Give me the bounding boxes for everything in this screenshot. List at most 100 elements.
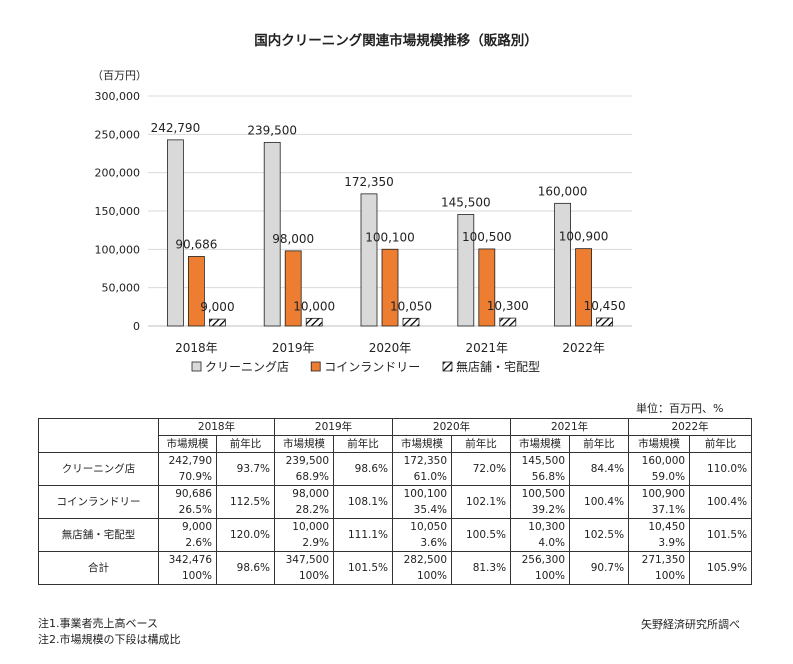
market-size-cell: 271,350 [628, 551, 691, 568]
bar [457, 214, 475, 327]
bar [208, 318, 226, 327]
market-size-cell: 282,500 [392, 551, 453, 568]
yoy-cell: 72.0% [451, 452, 512, 486]
yoy-cell: 102.1% [451, 485, 512, 519]
share-cell: 100% [628, 568, 691, 585]
row-label: クリーニング店 [38, 452, 159, 486]
market-size-cell: 172,350 [392, 452, 453, 469]
row-label: コインランドリー [38, 485, 159, 519]
bar [284, 250, 302, 327]
yoy-header: 前年比 [569, 435, 630, 453]
year-header: 2018年 [157, 418, 276, 436]
bar [478, 248, 496, 327]
yoy-cell: 102.5% [569, 518, 630, 552]
yoy-cell: 90.7% [569, 551, 630, 585]
x-tick-label: 2022年 [562, 341, 605, 355]
bar [305, 317, 323, 327]
size-header: 市場規模 [392, 435, 453, 453]
yoy-cell: 108.1% [333, 485, 394, 519]
size-header: 市場規模 [628, 435, 691, 453]
data-label: 100,500 [462, 230, 512, 244]
footnote-1: 注1.事業者売上高ベース [38, 617, 158, 630]
yoy-cell: 105.9% [689, 551, 753, 585]
bar [499, 317, 517, 327]
yoy-cell: 100.4% [569, 485, 630, 519]
footnotes: 注1.事業者売上高ベース 注2.市場規模の下段は構成比 [38, 616, 181, 648]
table-header-metrics: 市場規模 前年比 市場規模 前年比 市場規模 前年比 市場規模 前年比 市場規模 前年比 [39, 435, 753, 453]
footnote-2: 注2.市場規模の下段は構成比 [38, 633, 181, 646]
market-size-cell: 90,686 [158, 485, 217, 502]
table-row-share: 100% 100% 100% 100% 100% [39, 568, 752, 585]
share-cell: 70.9% [158, 469, 217, 486]
data-label: 10,000 [293, 299, 335, 313]
bar [402, 317, 420, 327]
x-tick-label: 2018年 [175, 341, 218, 355]
market-size-cell: 160,000 [628, 452, 691, 469]
yoy-cell: 101.5% [333, 551, 394, 585]
yoy-cell: 111.1% [333, 518, 394, 552]
x-tick-label: 2021年 [466, 341, 509, 355]
data-label: 98,000 [272, 232, 314, 246]
y-tick-label: 0 [133, 320, 140, 333]
y-tick-label: 50,000 [102, 282, 141, 295]
data-label: 10,300 [487, 299, 529, 313]
yoy-cell: 81.3% [451, 551, 512, 585]
market-size-cell: 100,500 [510, 485, 571, 502]
table-row-share: 2.6% 2.9% 3.6% 4.0% 3.9% [39, 535, 752, 552]
yoy-header: 前年比 [451, 435, 512, 453]
row-label: 合計 [38, 551, 159, 585]
legend-swatch [442, 361, 453, 372]
yoy-cell: 112.5% [215, 485, 276, 519]
yoy-cell: 98.6% [215, 551, 276, 585]
y-tick-label: 150,000 [95, 205, 141, 218]
data-label: 242,790 [151, 121, 201, 135]
share-cell: 3.6% [392, 535, 453, 552]
bar [381, 248, 399, 327]
share-cell: 4.0% [510, 535, 571, 552]
bar [263, 141, 281, 327]
year-header: 2022年 [628, 418, 753, 436]
market-size-cell: 98,000 [274, 485, 335, 502]
data-label: 100,100 [365, 230, 415, 244]
x-tick-label: 2019年 [272, 341, 315, 355]
market-size-cell: 10,300 [510, 518, 571, 535]
data-label: 90,686 [175, 237, 217, 251]
table-row: コインランドリー 90,686 112.5% 98,000 108.1% 100,100 1… [38, 485, 753, 519]
market-size-cell: 347,500 [274, 551, 335, 568]
bar [360, 193, 378, 327]
yoy-header: 前年比 [689, 435, 753, 453]
market-size-cell: 100,100 [392, 485, 453, 502]
share-cell: 100% [510, 568, 571, 585]
share-cell: 59.0% [628, 469, 691, 486]
table-row: 無店舗・宅配型 9,000 120.0% 10,000 111.1% 10,050 100.… [38, 518, 753, 552]
y-tick-label: 100,000 [95, 243, 141, 256]
market-size-cell: 256,300 [510, 551, 571, 568]
legend-label: コインランドリー [324, 360, 420, 374]
yoy-header: 前年比 [333, 435, 394, 453]
row-label: 無店舗・宅配型 [38, 518, 159, 552]
market-size-cell: 242,790 [158, 452, 217, 469]
legend-swatch [191, 361, 202, 372]
data-label: 172,350 [344, 175, 394, 189]
share-cell: 28.2% [274, 502, 335, 519]
share-cell: 100% [392, 568, 453, 585]
table-unit-note: 単位：百万円、% [636, 402, 724, 415]
yoy-header: 前年比 [215, 435, 276, 453]
bar [575, 248, 592, 327]
year-header: 2019年 [274, 418, 394, 436]
bar [554, 202, 571, 327]
market-size-bar-chart: 国内クリーニング関連市場規模推移（販路別） （百万円） 0 50,000 100,0… [92, 32, 632, 374]
table-header-years: 2018年 2019年 2020年 2021年 2022年 [38, 418, 753, 453]
share-cell: 56.8% [510, 469, 571, 486]
share-cell: 61.0% [392, 469, 453, 486]
bar [166, 139, 184, 327]
data-label: 9,000 [200, 300, 234, 314]
share-cell: 39.2% [510, 502, 571, 519]
yoy-cell: 93.7% [215, 452, 276, 486]
data-label: 100,900 [559, 230, 609, 244]
source-note: 矢野経済研究所調べ [641, 618, 740, 631]
share-cell: 100% [158, 568, 217, 585]
x-tick-label: 2020年 [369, 341, 412, 355]
market-size-cell: 10,050 [392, 518, 453, 535]
data-label: 10,050 [390, 299, 432, 313]
